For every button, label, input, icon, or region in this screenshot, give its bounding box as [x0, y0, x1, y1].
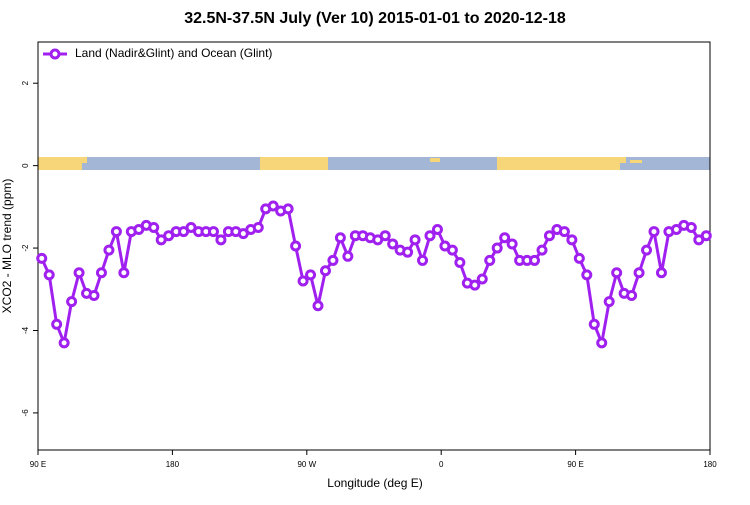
point [207, 226, 219, 238]
point [267, 200, 279, 212]
y-axis-label: XCO2 - MLO trend (ppm) [0, 179, 14, 314]
point [573, 252, 585, 264]
point [633, 267, 645, 279]
point [685, 221, 697, 233]
point [417, 254, 429, 266]
point [402, 246, 414, 258]
point [431, 224, 443, 236]
legend-label: Land (Nadir&Glint) and Ocean (Glint) [75, 46, 272, 60]
point [252, 221, 264, 233]
point [581, 269, 593, 281]
point [118, 267, 130, 279]
point [36, 252, 48, 264]
point [446, 244, 458, 256]
point [641, 244, 653, 256]
point [58, 337, 70, 349]
point [43, 269, 55, 281]
point [103, 244, 115, 256]
plot-frame [37, 41, 711, 451]
x-axis-label: Longitude (deg E) [327, 476, 422, 490]
legend-marker [49, 48, 61, 60]
point [282, 203, 294, 215]
point [215, 234, 227, 246]
x-tick-label: 0 [439, 460, 444, 469]
x-tick-label: 180 [703, 460, 717, 469]
point [379, 230, 391, 242]
point [476, 273, 488, 285]
point [536, 244, 548, 256]
point [88, 289, 100, 301]
point [506, 238, 518, 250]
point [543, 230, 555, 242]
x-tick-label: 90 W [297, 460, 316, 469]
point [626, 289, 638, 301]
point [148, 221, 160, 233]
point [424, 230, 436, 242]
point [66, 296, 78, 308]
land-ocean-strip [38, 157, 710, 170]
point [648, 226, 660, 238]
point [469, 279, 481, 291]
point [51, 318, 63, 330]
point [95, 267, 107, 279]
x-tick-label: 90 E [567, 460, 583, 469]
point [491, 242, 503, 254]
point [327, 254, 339, 266]
y-tick-label: 0 [21, 163, 30, 168]
point [297, 275, 309, 287]
point [611, 267, 623, 279]
point [319, 265, 331, 277]
y-tick-label: -6 [21, 409, 30, 417]
point [110, 226, 122, 238]
x-tick-label: 180 [166, 460, 180, 469]
point [588, 318, 600, 330]
point [290, 240, 302, 252]
point [603, 296, 615, 308]
point [655, 267, 667, 279]
point [558, 226, 570, 238]
point [342, 250, 354, 262]
point [334, 232, 346, 244]
point [700, 230, 712, 242]
point [529, 254, 541, 266]
point [73, 267, 85, 279]
x-tick-label: 90 E [30, 460, 46, 469]
y-tick-label: -2 [21, 244, 30, 252]
point [387, 238, 399, 250]
point [484, 254, 496, 266]
point [566, 234, 578, 246]
point [499, 232, 511, 244]
point [454, 256, 466, 268]
point [312, 300, 324, 312]
point [596, 337, 608, 349]
y-tick-label: -4 [21, 326, 30, 334]
chart-title: 32.5N-37.5N July (Ver 10) 2015-01-01 to … [184, 10, 566, 27]
point [305, 269, 317, 281]
point [409, 234, 421, 246]
y-tick-label: 2 [21, 80, 30, 85]
